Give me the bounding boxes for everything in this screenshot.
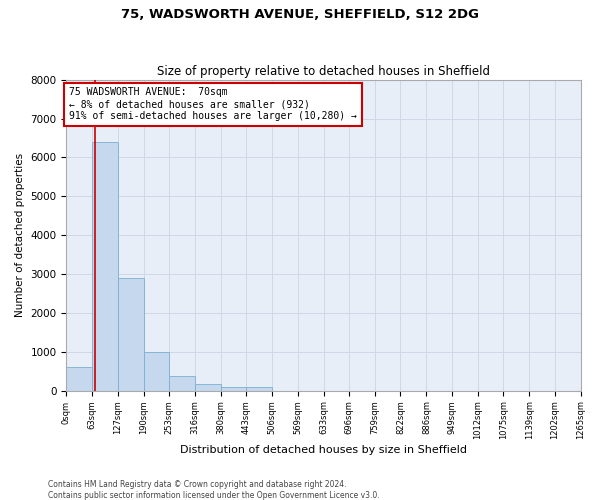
Bar: [169, 376, 195, 390]
Bar: [118, 278, 143, 390]
Bar: [195, 384, 221, 390]
Bar: [67, 368, 92, 390]
Bar: [92, 142, 118, 390]
Bar: [143, 352, 169, 391]
X-axis label: Distribution of detached houses by size in Sheffield: Distribution of detached houses by size …: [180, 445, 467, 455]
Bar: [221, 387, 247, 390]
Title: Size of property relative to detached houses in Sheffield: Size of property relative to detached ho…: [157, 66, 490, 78]
Text: 75 WADSWORTH AVENUE:  70sqm
← 8% of detached houses are smaller (932)
91% of sem: 75 WADSWORTH AVENUE: 70sqm ← 8% of detac…: [69, 88, 357, 120]
Text: Contains HM Land Registry data © Crown copyright and database right 2024.
Contai: Contains HM Land Registry data © Crown c…: [48, 480, 380, 500]
Text: 75, WADSWORTH AVENUE, SHEFFIELD, S12 2DG: 75, WADSWORTH AVENUE, SHEFFIELD, S12 2DG: [121, 8, 479, 20]
Y-axis label: Number of detached properties: Number of detached properties: [15, 153, 25, 318]
Bar: [247, 387, 272, 390]
